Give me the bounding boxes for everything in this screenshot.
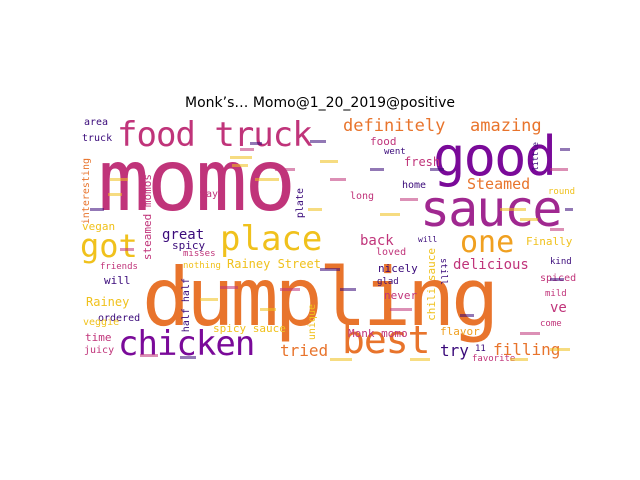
word-vegan: vegan xyxy=(82,220,116,233)
word-veggie: veggie xyxy=(83,317,120,328)
word-still: still xyxy=(438,258,448,286)
word-momo: momo xyxy=(98,131,296,231)
word-back: back xyxy=(360,233,394,249)
word-will-2: will xyxy=(418,235,438,244)
word-plate: plate xyxy=(295,188,306,219)
word-loved: loved xyxy=(376,247,407,258)
word-sauce: sauce xyxy=(420,180,563,238)
word-steamed-momos: steamed momos xyxy=(141,174,154,261)
word-rainey: Rainey xyxy=(86,295,130,309)
word-delicious: delicious xyxy=(453,257,529,273)
word-home: home xyxy=(402,180,427,191)
word-half-half: half half xyxy=(181,278,192,333)
word-juicy: juicy xyxy=(84,345,115,356)
word-tried: tried xyxy=(280,341,329,360)
word-spiced: spiced xyxy=(540,273,577,284)
word-great: great xyxy=(162,227,205,243)
word-misses: misses xyxy=(183,249,216,259)
word-never: never xyxy=(384,289,418,302)
word-went: went xyxy=(384,147,406,157)
word-eleven: 11 xyxy=(475,344,486,354)
word-time: time xyxy=(85,331,112,344)
word-nicely: nicely xyxy=(378,262,418,275)
word-truck: truck xyxy=(82,133,113,144)
word-best: best xyxy=(342,318,431,362)
word-favorite: favorite xyxy=(472,354,516,364)
word-long: long xyxy=(350,191,375,202)
word-one: one xyxy=(460,225,515,260)
chart-title: Monk’s… Momo@1_20_2019@positive xyxy=(185,95,455,111)
word-kind: kind xyxy=(550,257,572,267)
word-area: area xyxy=(84,118,109,128)
word-mild: mild xyxy=(545,289,567,299)
word-glad: glad xyxy=(377,277,399,287)
word-chili-sauce: chili sauce xyxy=(425,248,438,321)
word-will: will xyxy=(104,274,131,287)
word-unique: unique xyxy=(307,304,318,341)
word-ordered: ordered xyxy=(98,313,141,324)
word-interesting: interesting xyxy=(81,158,92,225)
word-cloud: momo dumpling good sauce food truck chic… xyxy=(80,118,577,365)
word-got: got xyxy=(80,227,138,265)
word-definitely: definitely xyxy=(343,118,446,136)
word-steamed: Steamed xyxy=(467,175,531,193)
word-nothing: nothing xyxy=(183,261,221,271)
word-friends: friends xyxy=(100,262,138,272)
word-ve: ve xyxy=(550,300,567,316)
word-try: try xyxy=(440,341,469,360)
word-filling: filling xyxy=(493,340,561,359)
word-flavor: flavor xyxy=(440,325,480,338)
word-finally: Finally xyxy=(526,235,573,248)
word-place: place xyxy=(220,219,323,259)
word-come: come xyxy=(540,319,562,329)
word-good: good xyxy=(433,125,557,188)
word-little: little xyxy=(531,142,540,171)
word-round: round xyxy=(548,187,576,197)
word-way: way xyxy=(200,189,219,200)
word-spicy: spicy xyxy=(172,239,206,252)
word-food: food xyxy=(370,135,397,148)
word-rainey-street: Rainey Street xyxy=(227,257,321,271)
word-food-truck: food truck xyxy=(117,118,313,155)
word-amazing: amazing xyxy=(470,118,542,136)
word-spicy-sauce: spicy sauce xyxy=(213,322,286,335)
word-fresh: fresh xyxy=(404,155,441,169)
word-monk-momo: Monk momo xyxy=(348,327,408,340)
